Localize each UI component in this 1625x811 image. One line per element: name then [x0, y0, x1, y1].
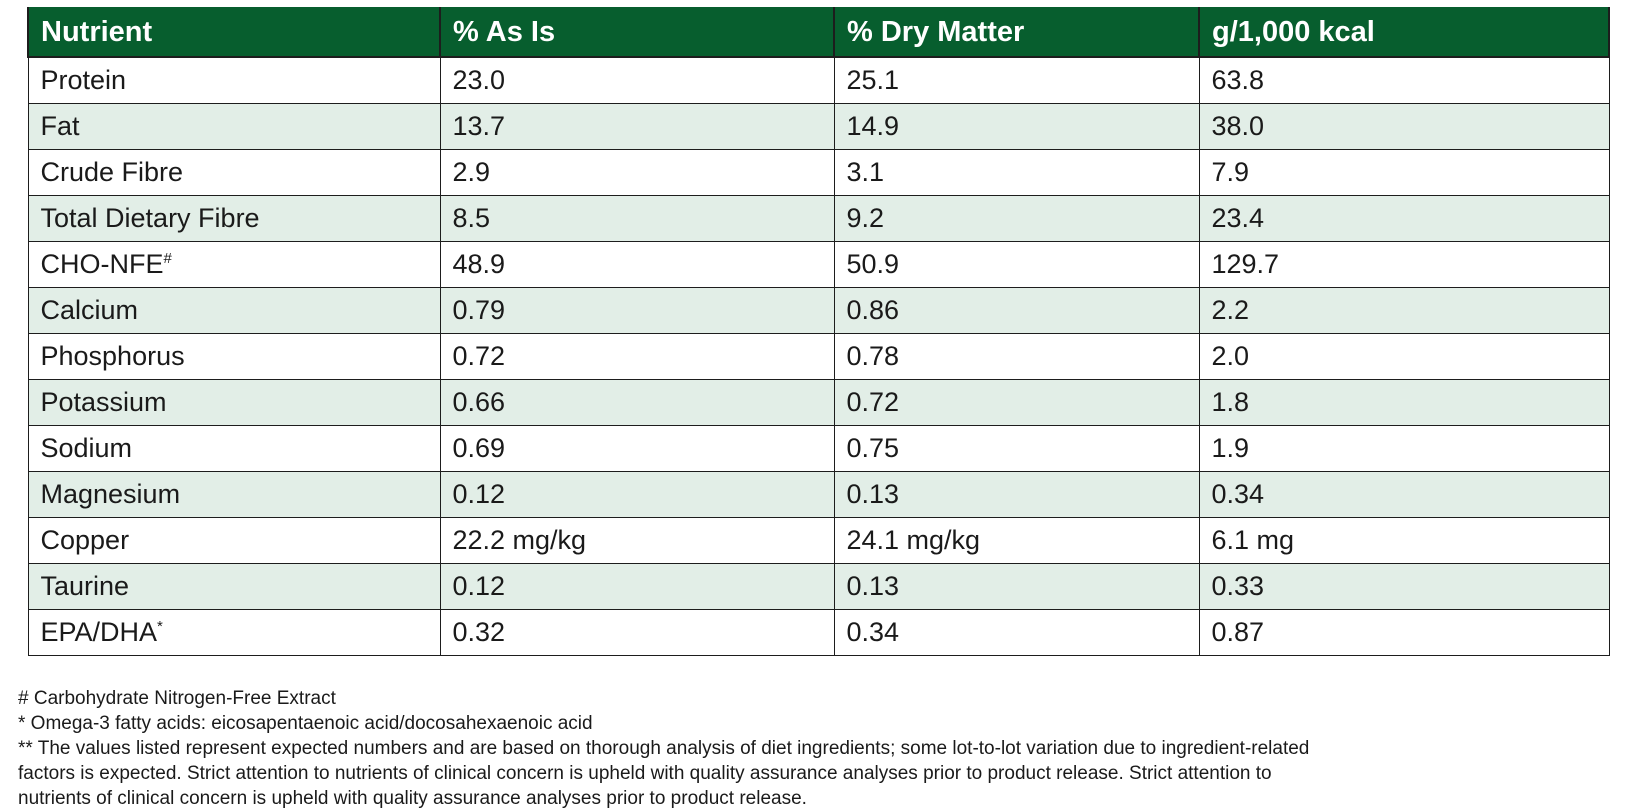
cell-nutrient: Fat: [27, 103, 441, 150]
cell-dry-matter: 0.13: [833, 563, 1200, 610]
cell-as-is: 0.12: [439, 471, 835, 518]
table-row: Protein 23.0 25.1 63.8: [27, 56, 1610, 104]
table-row: Magnesium 0.12 0.13 0.34: [27, 471, 1610, 518]
footnote-marker: *: [157, 618, 163, 635]
header-per-1000-kcal: g/1,000 kcal: [1198, 7, 1610, 58]
cell-nutrient: Total Dietary Fibre: [27, 195, 441, 242]
nutrient-label: Total Dietary Fibre: [40, 203, 260, 233]
nutrient-label: Potassium: [40, 387, 167, 417]
footnote-asterisk: * Omega-3 fatty acids: eicosapentaenoic …: [18, 713, 593, 734]
cell-as-is: 48.9: [439, 241, 835, 288]
nutrient-label: Protein: [40, 65, 127, 95]
cell-dry-matter: 9.2: [833, 195, 1200, 242]
cell-dry-matter: 0.13: [833, 471, 1200, 518]
cell-nutrient: Copper: [27, 517, 441, 564]
table-row: Taurine 0.12 0.13 0.33: [27, 563, 1610, 610]
cell-dry-matter: 0.75: [833, 425, 1200, 472]
nutrient-label: Fat: [40, 111, 80, 141]
footnote-marker: #: [163, 250, 172, 267]
cell-dry-matter: 0.34: [833, 609, 1200, 656]
table-row: Crude Fibre 2.9 3.1 7.9: [27, 149, 1610, 196]
nutrient-table-container: Nutrient % As Is % Dry Matter g/1,000 kc…: [27, 7, 1610, 656]
cell-per-1000-kcal: 0.33: [1198, 563, 1610, 610]
cell-dry-matter: 0.72: [833, 379, 1200, 426]
cell-nutrient: Protein: [27, 56, 441, 104]
header-dry-matter: % Dry Matter: [833, 7, 1200, 58]
table-row: Calcium 0.79 0.86 2.2: [27, 287, 1610, 334]
table-header-row: Nutrient % As Is % Dry Matter g/1,000 kc…: [27, 7, 1610, 58]
nutrient-label: CHO-NFE: [40, 249, 164, 279]
footnotes: # Carbohydrate Nitrogen-Free Extract * O…: [18, 686, 1338, 811]
cell-per-1000-kcal: 2.0: [1198, 333, 1610, 380]
nutrient-table: Nutrient % As Is % Dry Matter g/1,000 kc…: [27, 7, 1610, 656]
table-row: Sodium 0.69 0.75 1.9: [27, 425, 1610, 472]
cell-per-1000-kcal: 0.34: [1198, 471, 1610, 518]
cell-nutrient: EPA/DHA*: [27, 609, 441, 656]
cell-dry-matter: 50.9: [833, 241, 1200, 288]
cell-nutrient: Crude Fibre: [27, 149, 441, 196]
nutrient-label: Crude Fibre: [40, 157, 184, 187]
cell-nutrient: Magnesium: [27, 471, 441, 518]
table-row: Copper 22.2 mg/kg 24.1 mg/kg 6.1 mg: [27, 517, 1610, 564]
cell-per-1000-kcal: 63.8: [1198, 56, 1610, 104]
table-body: Protein 23.0 25.1 63.8 Fat 13.7 14.9 38.0 Crude …: [27, 56, 1610, 656]
cell-as-is: 0.12: [439, 563, 835, 610]
cell-nutrient: CHO-NFE#: [27, 241, 441, 288]
nutrient-label: Calcium: [40, 295, 139, 325]
cell-nutrient: Calcium: [27, 287, 441, 334]
cell-per-1000-kcal: 7.9: [1198, 149, 1610, 196]
cell-as-is: 23.0: [439, 56, 835, 104]
cell-nutrient: Potassium: [27, 379, 441, 426]
cell-per-1000-kcal: 6.1 mg: [1198, 517, 1610, 564]
nutrient-label: Sodium: [40, 433, 133, 463]
cell-as-is: 0.32: [439, 609, 835, 656]
cell-per-1000-kcal: 129.7: [1198, 241, 1610, 288]
nutrient-label: Copper: [40, 525, 130, 555]
cell-as-is: 2.9: [439, 149, 835, 196]
cell-per-1000-kcal: 1.9: [1198, 425, 1610, 472]
nutrient-label: EPA/DHA: [40, 617, 158, 647]
cell-as-is: 8.5: [439, 195, 835, 242]
cell-dry-matter: 24.1 mg/kg: [833, 517, 1200, 564]
table-row: Potassium 0.66 0.72 1.8: [27, 379, 1610, 426]
cell-dry-matter: 25.1: [833, 56, 1200, 104]
cell-as-is: 0.79: [439, 287, 835, 334]
header-as-is: % As Is: [439, 7, 835, 58]
nutrient-label: Magnesium: [40, 479, 181, 509]
cell-dry-matter: 0.78: [833, 333, 1200, 380]
header-nutrient: Nutrient: [27, 7, 441, 58]
cell-as-is: 22.2 mg/kg: [439, 517, 835, 564]
cell-as-is: 0.66: [439, 379, 835, 426]
table-row: Total Dietary Fibre 8.5 9.2 23.4: [27, 195, 1610, 242]
cell-nutrient: Sodium: [27, 425, 441, 472]
cell-nutrient: Phosphorus: [27, 333, 441, 380]
cell-per-1000-kcal: 23.4: [1198, 195, 1610, 242]
table-row: CHO-NFE# 48.9 50.9 129.7: [27, 241, 1610, 288]
cell-as-is: 0.69: [439, 425, 835, 472]
cell-dry-matter: 0.86: [833, 287, 1200, 334]
cell-as-is: 0.72: [439, 333, 835, 380]
cell-per-1000-kcal: 2.2: [1198, 287, 1610, 334]
cell-dry-matter: 3.1: [833, 149, 1200, 196]
footnote-hash: # Carbohydrate Nitrogen-Free Extract: [18, 688, 336, 709]
nutrient-label: Phosphorus: [40, 341, 185, 371]
table-row: Phosphorus 0.72 0.78 2.0: [27, 333, 1610, 380]
cell-per-1000-kcal: 1.8: [1198, 379, 1610, 426]
cell-as-is: 13.7: [439, 103, 835, 150]
cell-per-1000-kcal: 38.0: [1198, 103, 1610, 150]
cell-nutrient: Taurine: [27, 563, 441, 610]
cell-dry-matter: 14.9: [833, 103, 1200, 150]
table-row: EPA/DHA* 0.32 0.34 0.87: [27, 609, 1610, 656]
nutrient-label: Taurine: [40, 571, 130, 601]
table-row: Fat 13.7 14.9 38.0: [27, 103, 1610, 150]
cell-per-1000-kcal: 0.87: [1198, 609, 1610, 656]
footnote-double-asterisk: ** The values listed represent expected …: [18, 738, 1310, 809]
